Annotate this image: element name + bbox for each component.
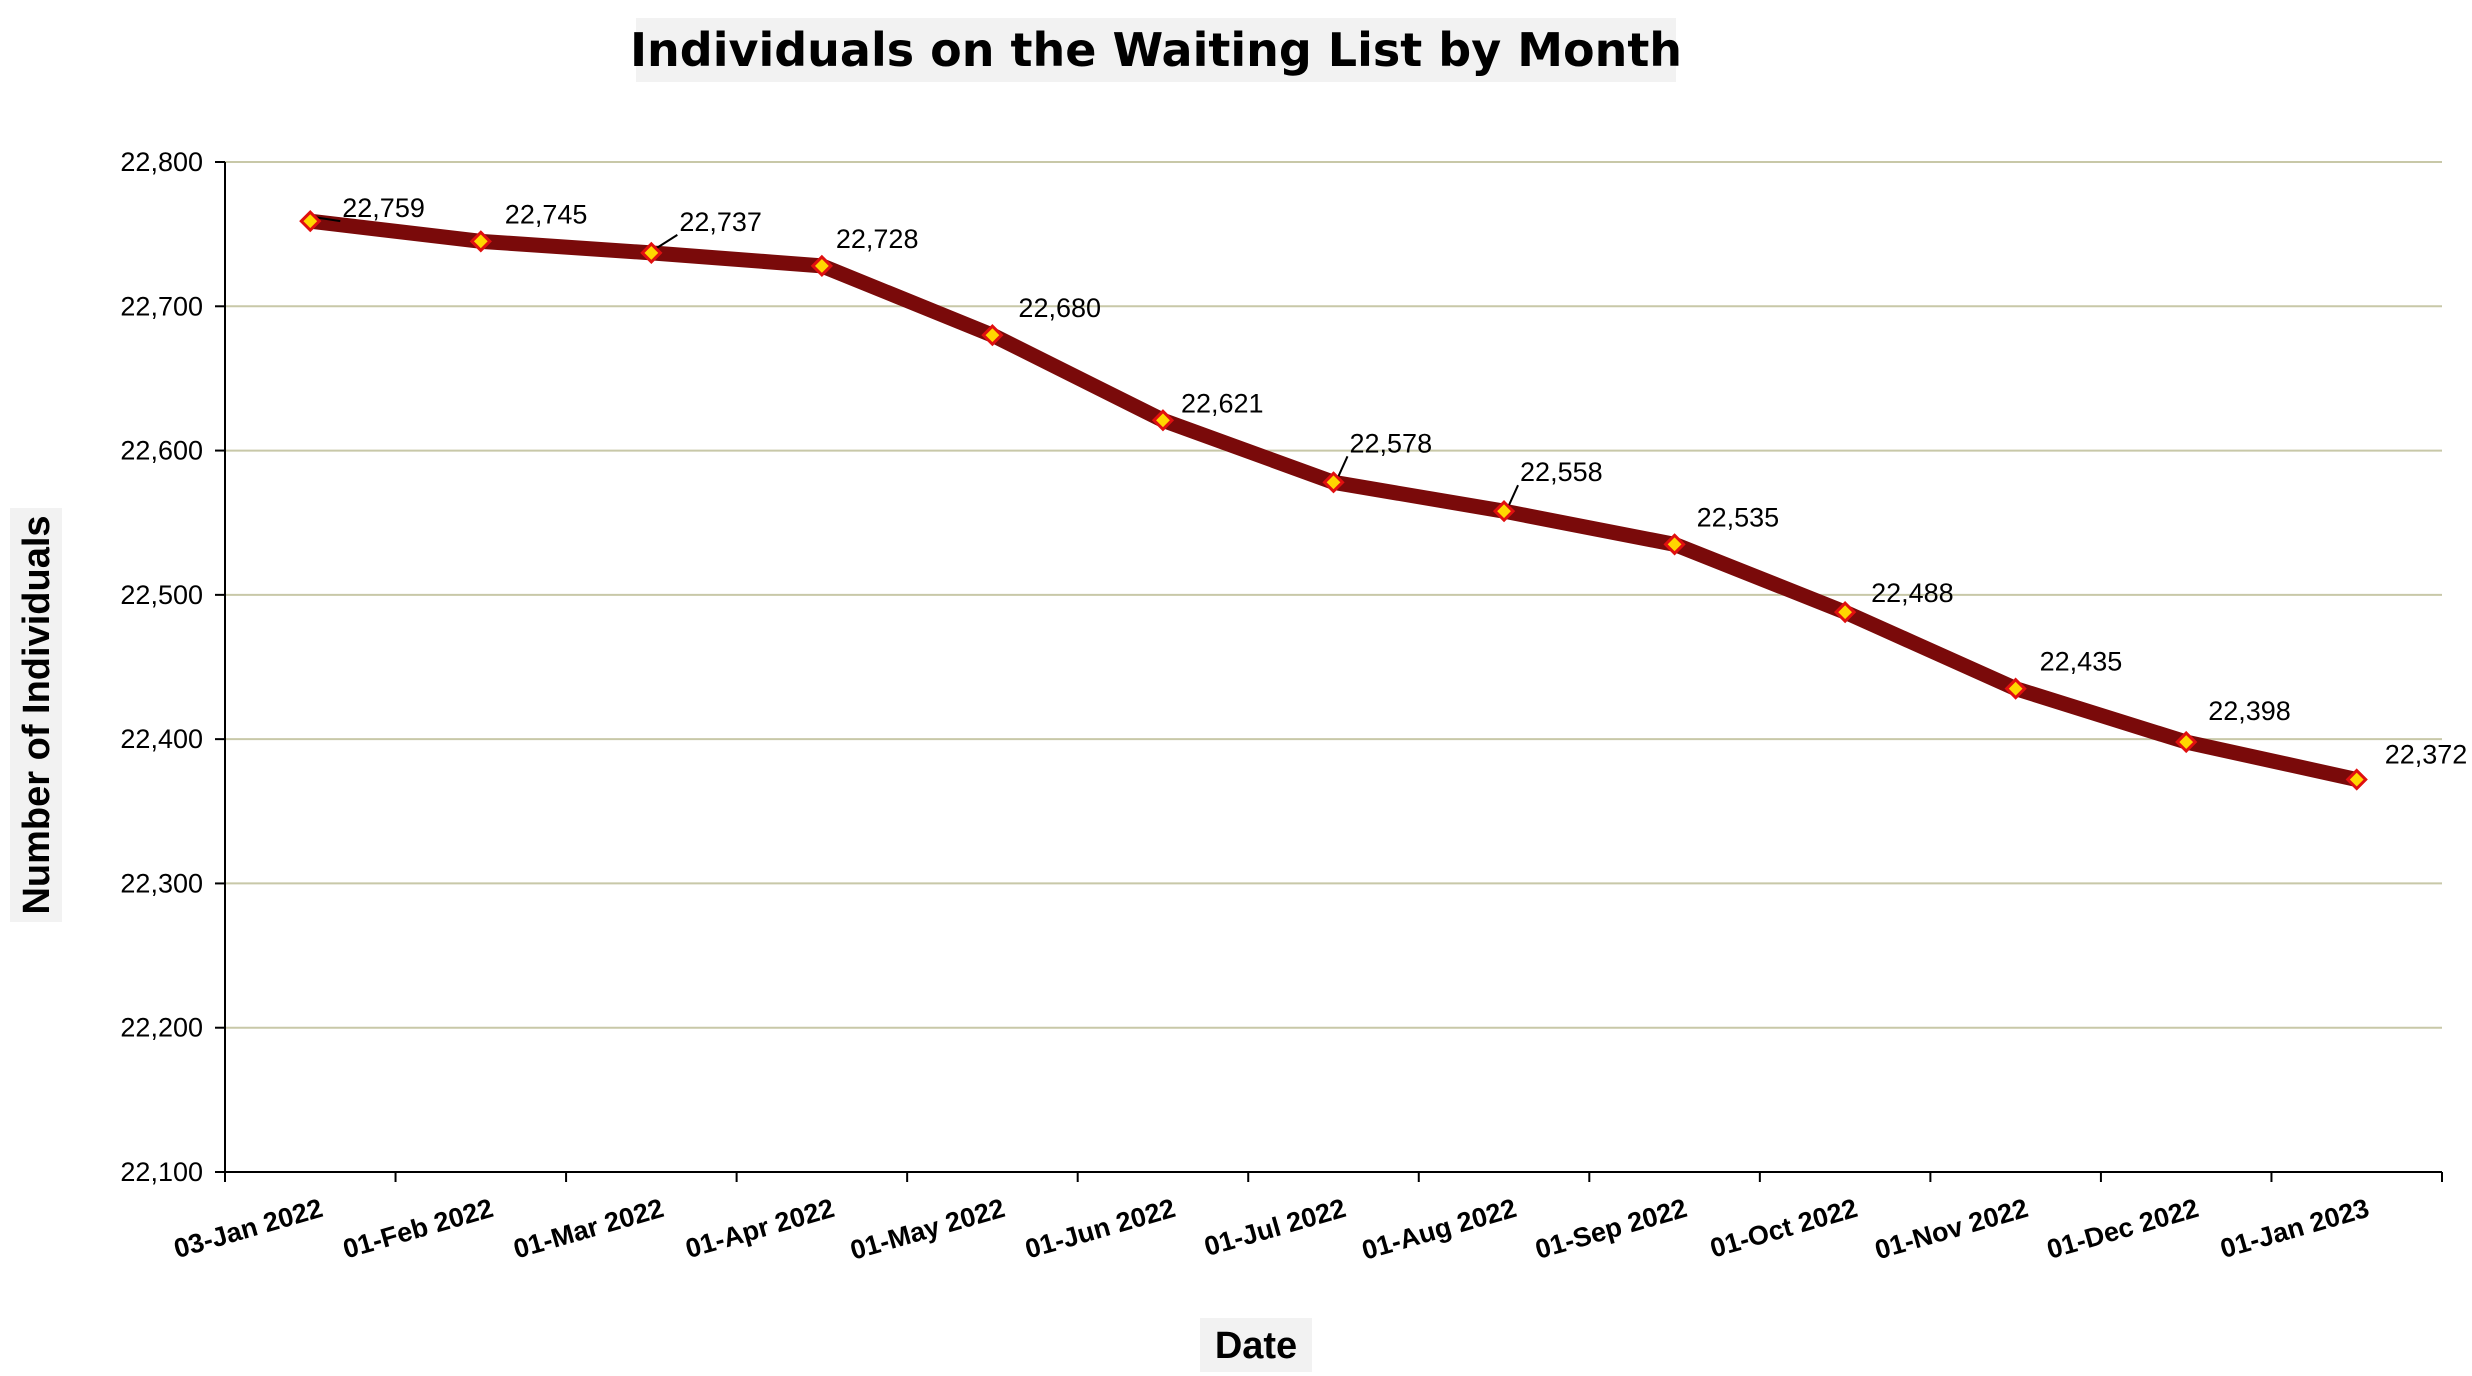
data-labels: 22,759 22,745 22,737 22,728 22,680 22,621 22,5… <box>342 193 2467 769</box>
data-marker <box>1492 500 1516 523</box>
data-label-leader <box>314 216 341 223</box>
data-label: 22,558 <box>1520 457 1603 487</box>
y-tick-label: 22,500 <box>120 580 203 610</box>
data-label: 22,372 <box>2385 740 2468 770</box>
x-tick-label: 01-Aug 2022 <box>1359 1193 1520 1266</box>
data-label-leaders <box>314 216 1519 508</box>
axes <box>215 161 2443 1182</box>
gridlines <box>225 161 2442 1029</box>
data-marker <box>981 324 1004 347</box>
data-marker <box>2175 730 2198 754</box>
data-label-leader <box>1507 484 1519 508</box>
y-tick-label: 22,100 <box>120 1157 203 1187</box>
data-label: 22,578 <box>1350 428 1433 458</box>
x-tick-label: 01-Nov 2022 <box>1872 1193 2032 1265</box>
x-tick-labels: 03-Jan 2022 01-Feb 2022 01-Mar 2022 01-Apr … <box>170 1193 2372 1266</box>
x-tick-label: 01-Jan 2023 <box>2217 1193 2372 1264</box>
data-marker <box>469 230 492 253</box>
y-tick-labels: 22,100 22,200 22,300 22,400 22,500 22,600 22,7… <box>120 147 203 1187</box>
x-tick-label: 01-Jun 2022 <box>1022 1193 1179 1264</box>
data-label: 22,398 <box>2208 696 2291 726</box>
data-label-leader <box>654 234 678 250</box>
data-markers <box>299 210 2368 791</box>
data-label: 22,680 <box>1018 293 1101 323</box>
data-label: 22,621 <box>1181 388 1264 418</box>
y-tick-label: 22,700 <box>120 291 203 321</box>
x-tick-label: 01-May 2022 <box>847 1193 1008 1266</box>
data-marker <box>299 210 322 233</box>
data-marker <box>1663 533 1686 556</box>
chart-title-box <box>636 18 1676 82</box>
data-marker <box>2004 677 2027 700</box>
data-marker <box>1151 409 1175 432</box>
y-tick-label: 22,800 <box>120 147 203 177</box>
data-label-leader <box>1336 455 1349 479</box>
data-marker <box>640 241 663 265</box>
x-tick-label: 01-Sep 2022 <box>1532 1193 1690 1265</box>
data-label: 22,728 <box>836 224 919 254</box>
data-marker <box>810 254 834 278</box>
data-label: 22,488 <box>1871 578 1954 608</box>
y-tick-label: 22,600 <box>120 436 203 466</box>
series-line <box>302 213 2365 788</box>
x-tick-label: 01-Dec 2022 <box>2044 1193 2202 1265</box>
data-label: 22,535 <box>1697 502 1780 532</box>
x-axis-title-box <box>1200 1318 1312 1372</box>
y-axis-title: Number of Individuals <box>16 515 58 914</box>
data-marker <box>1833 601 1857 624</box>
y-tick-label: 22,400 <box>120 724 203 754</box>
data-label: 22,759 <box>342 193 425 223</box>
data-label: 22,435 <box>2040 647 2123 677</box>
data-label: 22,745 <box>505 199 588 229</box>
x-tick-label: 01-Oct 2022 <box>1707 1193 1861 1264</box>
data-marker <box>1322 471 1345 494</box>
y-tick-label: 22,300 <box>120 868 203 898</box>
data-marker <box>2345 768 2368 791</box>
x-axis-title: Date <box>1215 1325 1297 1367</box>
x-tick-label: 01-Jul 2022 <box>1201 1193 1349 1262</box>
x-tick-label: 03-Jan 2022 <box>170 1193 325 1264</box>
series-line-group <box>302 213 2365 788</box>
x-tick-label: 01-Apr 2022 <box>682 1193 837 1264</box>
chart-title: Individuals on the Waiting List by Month <box>630 23 1682 77</box>
y-axis-title-box <box>10 508 62 922</box>
x-tick-label: 01-Mar 2022 <box>510 1193 667 1264</box>
data-label: 22,737 <box>679 207 762 237</box>
x-tick-label: 01-Feb 2022 <box>340 1193 497 1264</box>
y-tick-label: 22,200 <box>120 1013 203 1043</box>
